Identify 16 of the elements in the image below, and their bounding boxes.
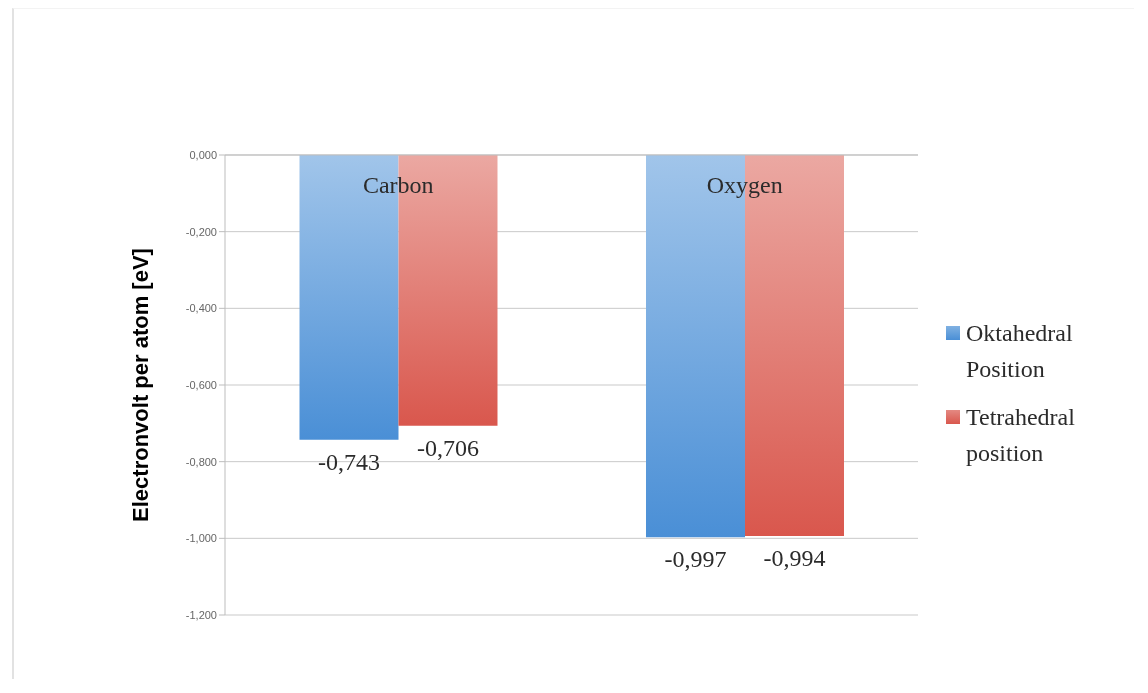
- y-tick-label: -0,400: [185, 302, 217, 315]
- y-tick-label: -0,600: [185, 379, 217, 391]
- legend-label: Tetrahedral position: [966, 403, 1076, 468]
- y-tick-label: -1,200: [185, 609, 217, 621]
- y-tick-label: 0,000: [189, 149, 217, 161]
- data-label: -0,706: [417, 434, 479, 461]
- y-tick-label: -0,200: [185, 225, 217, 238]
- y-tick-label: -1,000: [185, 532, 217, 545]
- x-tick-label: Oxygen: [706, 172, 783, 198]
- legend-label: Oktahedral Position: [966, 319, 1074, 384]
- x-tick-label: Carbon: [362, 172, 434, 198]
- y-axis-title: Electronvolt per atom [eV]: [127, 248, 153, 522]
- data-label: -0,994: [763, 545, 826, 572]
- data-label: -0,997: [664, 546, 727, 573]
- y-tick-label: -0,800: [185, 455, 217, 468]
- data-label: -0,743: [318, 448, 380, 475]
